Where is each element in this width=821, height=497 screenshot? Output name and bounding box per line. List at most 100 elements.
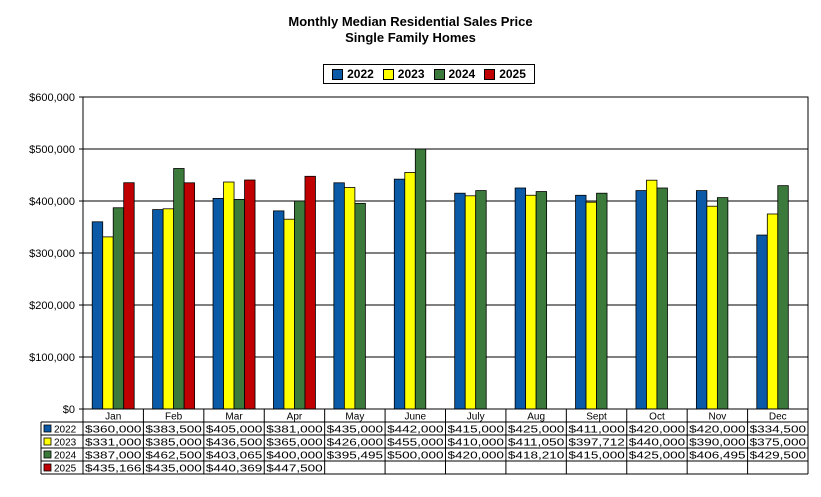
bar-2024-July xyxy=(475,190,487,410)
y-tick-label: $0 xyxy=(63,404,75,416)
table-cell: $425,000 xyxy=(508,425,565,436)
chart-title: Monthly Median Residential Sales Price S… xyxy=(0,14,821,46)
bar-2023-May xyxy=(343,187,356,410)
y-tick-label: $500,000 xyxy=(29,144,75,156)
legend-label: 2025 xyxy=(499,67,526,81)
table-cell: $334,500 xyxy=(750,425,807,436)
legend-item-2024: 2024 xyxy=(433,67,475,81)
x-tick-label: Sept xyxy=(586,412,607,423)
table-cell: $411,000 xyxy=(568,425,625,436)
table-cell: $415,000 xyxy=(448,425,505,436)
legend-swatch xyxy=(433,68,445,80)
table-cell: $440,000 xyxy=(629,438,686,449)
table-cell: $331,000 xyxy=(85,438,142,449)
table-cell: $375,000 xyxy=(750,438,807,449)
table-series-label: 2025 xyxy=(54,464,77,475)
bar-2022-Feb xyxy=(152,209,164,410)
table-series-label: 2023 xyxy=(54,438,77,449)
bar-2024-June xyxy=(414,148,427,410)
table-cell: $440,369 xyxy=(206,464,263,475)
table-legend-swatch xyxy=(43,463,52,472)
table-cell: $415,000 xyxy=(568,451,625,462)
bar-2023-Aug xyxy=(525,194,537,410)
table-cell: $365,000 xyxy=(266,438,323,449)
bar-2022-Oct xyxy=(635,190,647,410)
bar-2022-Aug xyxy=(514,187,527,410)
y-tick-label: $400,000 xyxy=(29,196,75,208)
bar-2024-Aug xyxy=(535,191,548,410)
table-cell: $405,000 xyxy=(206,425,263,436)
bar-2025-Apr xyxy=(304,175,316,410)
legend-label: 2023 xyxy=(397,67,425,81)
bar-2024-Feb xyxy=(173,168,185,410)
legend-label: 2022 xyxy=(347,67,374,81)
x-tick-label: Jan xyxy=(105,412,121,423)
bar-2022-Mar xyxy=(212,197,224,410)
table-series-label: 2024 xyxy=(54,451,77,462)
legend-swatch xyxy=(382,68,394,80)
y-tick-label: $300,000 xyxy=(29,248,75,260)
table-cell: $420,000 xyxy=(448,451,505,462)
bar-2023-Feb xyxy=(162,208,175,410)
bar-2022-June xyxy=(393,178,406,410)
table-cell: $447,500 xyxy=(266,464,323,475)
y-tick-label: $200,000 xyxy=(29,300,75,312)
bar-2023-July xyxy=(464,195,477,410)
bar-2022-Dec xyxy=(756,234,768,410)
table-cell: $425,000 xyxy=(629,451,686,462)
legend-swatch xyxy=(332,68,344,80)
x-tick-label: May xyxy=(345,412,364,423)
x-tick-label: Apr xyxy=(287,412,303,423)
bar-2024-Sept xyxy=(596,192,608,410)
table-cell: $462,500 xyxy=(145,451,202,462)
x-tick-label: Aug xyxy=(527,412,545,423)
table-cell: $381,000 xyxy=(266,425,323,436)
table-cell: $387,000 xyxy=(85,451,142,462)
bar-2022-July xyxy=(454,192,466,410)
table-cell: $410,000 xyxy=(448,438,505,449)
legend: 2022 2023 2024 2025 xyxy=(323,64,535,84)
bar-2023-Dec xyxy=(766,213,779,410)
legend-item-2023: 2023 xyxy=(382,67,425,81)
bar-2025-Mar xyxy=(244,179,256,410)
chart-subtitle: Single Family Homes xyxy=(345,30,476,45)
bar-2024-Nov xyxy=(716,197,729,410)
bar-2024-Oct xyxy=(656,187,668,410)
bar-2023-Oct xyxy=(646,179,658,410)
table-cell: $435,166 xyxy=(85,464,142,475)
table-cell: $418,210 xyxy=(508,451,565,462)
table-cell: $400,000 xyxy=(266,451,323,462)
bar-2022-Sept xyxy=(575,194,587,410)
table-legend-swatch xyxy=(43,424,52,433)
table-cell: $420,000 xyxy=(629,425,686,436)
table-cell: $385,000 xyxy=(145,438,202,449)
legend-item-2022: 2022 xyxy=(332,67,374,81)
legend-swatch xyxy=(484,68,496,80)
bar-2022-Nov xyxy=(695,190,708,410)
table-cell: $455,000 xyxy=(387,438,444,449)
table-cell: $500,000 xyxy=(387,451,444,462)
table-cell: $435,000 xyxy=(327,425,384,436)
bar-2024-Jan xyxy=(112,207,125,410)
table-cell: $360,000 xyxy=(85,425,142,436)
bar-2025-Feb xyxy=(183,182,196,410)
x-tick-label: Mar xyxy=(225,412,243,423)
bar-2024-May xyxy=(354,202,366,410)
legend-item-2025: 2025 xyxy=(484,67,526,81)
table-cell: $383,500 xyxy=(145,425,202,436)
table-cell: $429,500 xyxy=(750,451,807,462)
x-tick-label: Nov xyxy=(708,412,726,423)
y-tick-label: $100,000 xyxy=(29,352,75,364)
y-tick-label: $600,000 xyxy=(29,92,75,104)
bar-2022-Apr xyxy=(273,210,285,410)
table-cell: $426,000 xyxy=(327,438,384,449)
table-cell: $390,000 xyxy=(689,438,746,449)
bar-2023-Nov xyxy=(706,205,718,410)
table-cell: $436,500 xyxy=(206,438,263,449)
x-tick-label: June xyxy=(404,412,426,423)
table-cell: $395,495 xyxy=(327,451,384,462)
table-cell: $420,000 xyxy=(689,425,746,436)
bar-2024-Dec xyxy=(777,185,789,410)
bar-2023-Mar xyxy=(223,181,235,410)
chart-title-line1: Monthly Median Residential Sales Price xyxy=(288,14,533,29)
